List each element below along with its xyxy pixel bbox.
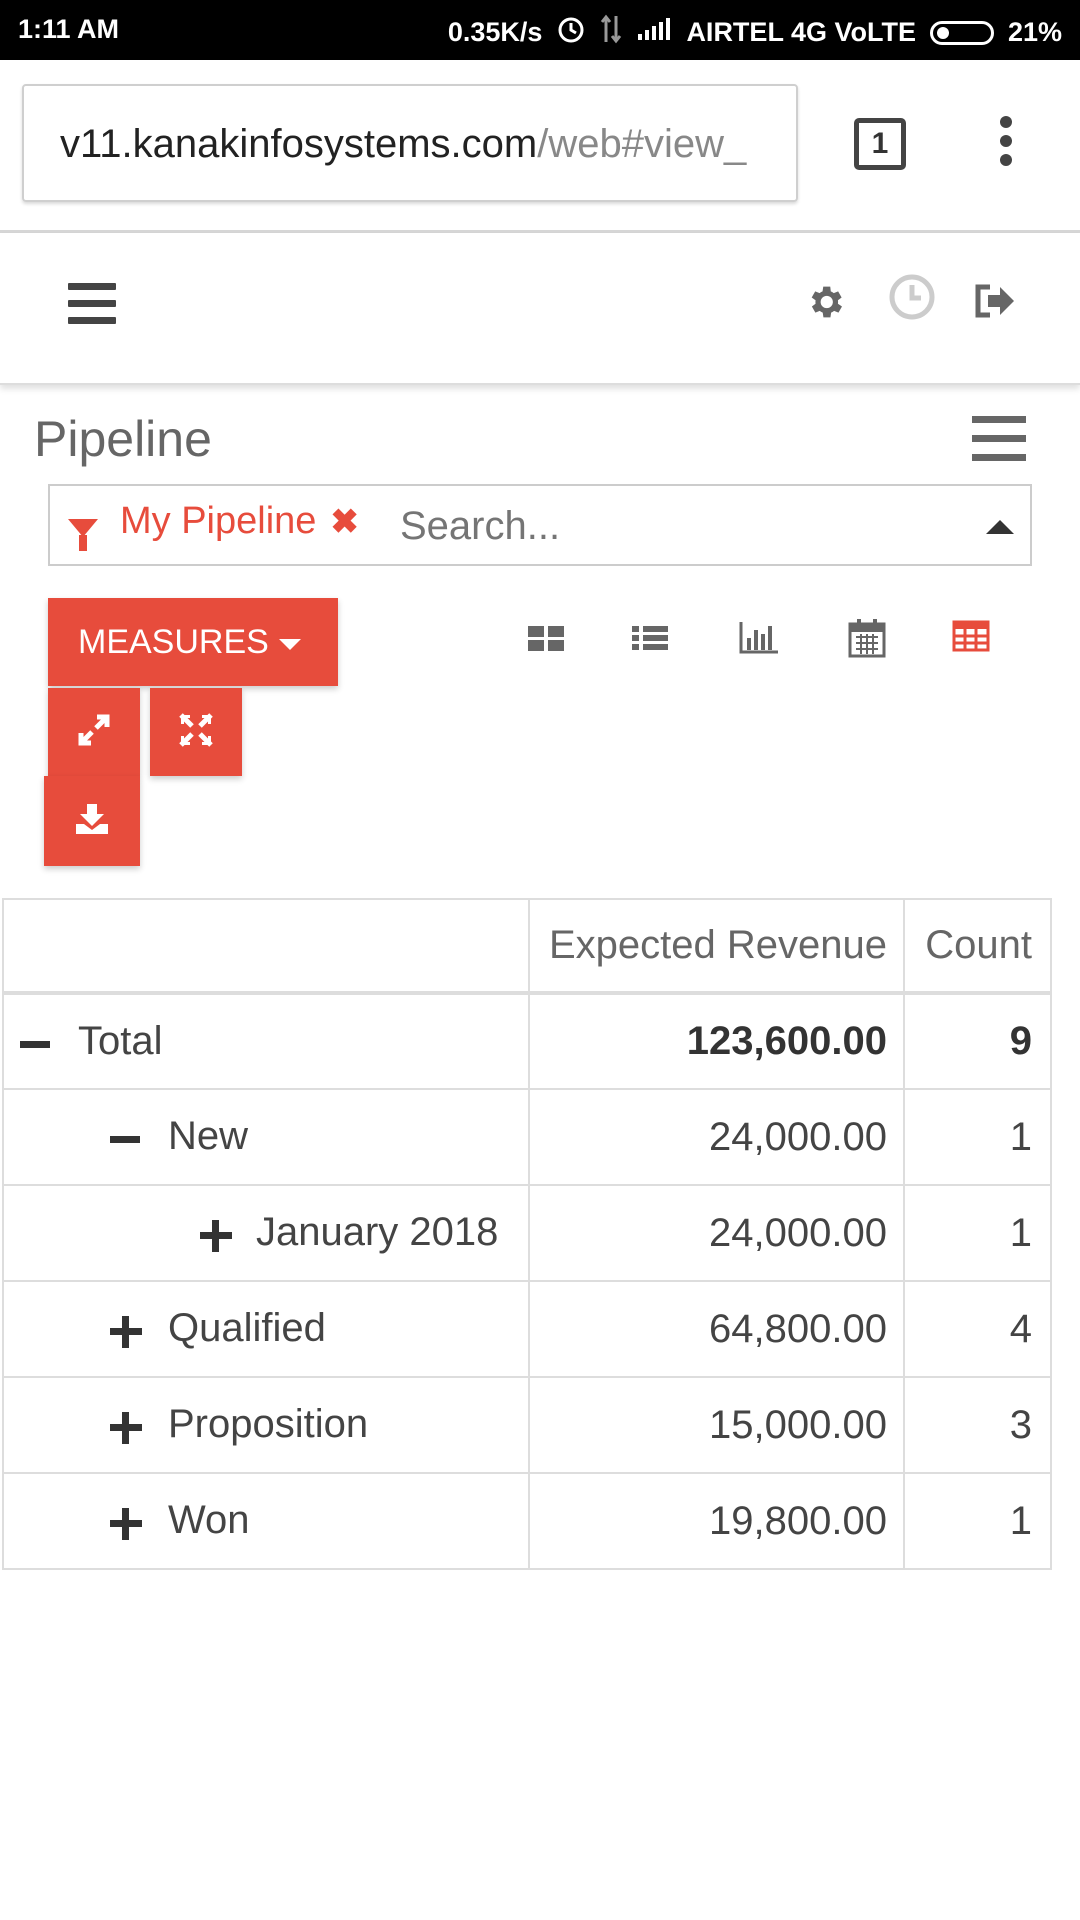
battery-icon	[929, 20, 994, 45]
calendar-view-icon[interactable]	[848, 618, 888, 658]
battery-percent: 21%	[1007, 17, 1062, 47]
cell-revenue: 15,000.00	[528, 1376, 905, 1474]
row-label: January 2018	[256, 1210, 499, 1254]
data-arrows-icon	[600, 14, 622, 51]
row-header-proposition[interactable]: Proposition	[2, 1376, 530, 1474]
logout-icon[interactable]	[972, 281, 1016, 331]
caret-down-icon	[278, 638, 301, 650]
pivot-row-new: New 24,000.00 1	[2, 1088, 1052, 1186]
row-label: Qualified	[168, 1306, 326, 1350]
pivot-row-january-2018: January 2018 24,000.00 1	[2, 1184, 1052, 1282]
expand-plus-icon[interactable]	[110, 1316, 142, 1348]
collapse-minus-icon[interactable]	[110, 1136, 140, 1143]
cell-count: 1	[903, 1088, 1052, 1186]
settings-gear-icon[interactable]	[804, 281, 846, 333]
carrier-label: AIRTEL 4G VoLTE	[686, 17, 916, 47]
search-bar[interactable]: My Pipeline ✖	[48, 484, 1032, 566]
browser-menu-icon[interactable]	[996, 116, 1016, 172]
page-title: Pipeline	[34, 411, 212, 467]
cell-revenue: 24,000.00	[528, 1088, 905, 1186]
graph-view-icon[interactable]	[738, 618, 778, 658]
row-header-january-2018[interactable]: January 2018	[2, 1184, 530, 1282]
pivot-row-won: Won 19,800.00 1	[2, 1472, 1052, 1570]
pivot-row-qualified: Qualified 64,800.00 4	[2, 1280, 1052, 1378]
url-host: v11.kanakinfosystems.com	[60, 122, 538, 166]
status-bar: 1:11 AM 0.35K/s AIRTEL 4G VoLTE 21%	[0, 0, 1080, 60]
cell-count: 4	[903, 1280, 1052, 1378]
app-navbar	[0, 233, 1080, 385]
expand-plus-icon[interactable]	[200, 1220, 232, 1252]
signal-icon	[636, 16, 672, 49]
row-header-won[interactable]: Won	[2, 1472, 530, 1570]
filter-funnel-icon	[68, 518, 98, 551]
collapse-minus-icon[interactable]	[20, 1041, 50, 1048]
filter-facet-label: My Pipeline	[120, 500, 317, 542]
pivot-view-icon[interactable]	[952, 618, 992, 658]
alarm-icon	[556, 14, 586, 51]
row-header-new[interactable]: New	[2, 1088, 530, 1186]
measures-button[interactable]: MEASURES	[48, 598, 338, 686]
remove-facet-icon[interactable]: ✖	[330, 502, 359, 541]
pivot-row-total: Total 123,600.00 9	[2, 992, 1052, 1090]
pivot-row-proposition: Proposition 15,000.00 3	[2, 1376, 1052, 1474]
address-bar[interactable]: v11.kanakinfosystems.com/web#view_	[22, 84, 798, 202]
expand-arrows-icon	[77, 713, 111, 752]
cell-revenue: 64,800.00	[528, 1280, 905, 1378]
header-count[interactable]: Count	[903, 898, 1052, 994]
list-view-icon[interactable]	[630, 618, 670, 658]
url-path: /web#view_	[537, 122, 747, 166]
expand-button[interactable]	[48, 688, 140, 776]
download-icon	[74, 802, 110, 841]
row-header-total[interactable]: Total	[2, 992, 530, 1090]
cell-revenue: 123,600.00	[528, 992, 905, 1090]
expand-plus-icon[interactable]	[110, 1412, 142, 1444]
row-header-qualified[interactable]: Qualified	[2, 1280, 530, 1378]
expand-plus-icon[interactable]	[110, 1508, 142, 1540]
flip-axis-button[interactable]	[150, 688, 242, 776]
pivot-header-row: Expected Revenue Count	[2, 898, 1052, 994]
cell-count: 1	[903, 1184, 1052, 1282]
browser-toolbar: v11.kanakinfosystems.com/web#view_ 1	[0, 60, 1080, 233]
pivot-table: Expected Revenue Count Total 123,600.00 …	[2, 898, 1052, 1570]
cell-revenue: 19,800.00	[528, 1472, 905, 1570]
header-expected-revenue[interactable]: Expected Revenue	[528, 898, 905, 994]
row-label: Total	[78, 1019, 163, 1063]
row-label: New	[168, 1114, 249, 1158]
status-time: 1:11 AM	[18, 14, 120, 44]
kanban-view-icon[interactable]	[526, 618, 566, 658]
activity-clock-icon[interactable]	[888, 273, 936, 331]
control-panel-menu-icon[interactable]	[972, 416, 1026, 473]
cell-count: 3	[903, 1376, 1052, 1474]
cell-count: 9	[903, 992, 1052, 1090]
filter-facet[interactable]: My Pipeline ✖	[68, 500, 359, 551]
pivot-corner-cell	[2, 898, 530, 994]
cell-revenue: 24,000.00	[528, 1184, 905, 1282]
measures-label: MEASURES	[78, 623, 269, 661]
toggle-search-options-icon[interactable]	[986, 520, 1014, 534]
main-menu-icon[interactable]	[68, 283, 116, 334]
download-button[interactable]	[44, 776, 140, 866]
tab-switcher-button[interactable]: 1	[854, 118, 906, 170]
fullscreen-arrows-icon	[178, 712, 214, 753]
row-label: Won	[168, 1498, 250, 1542]
search-input[interactable]	[400, 504, 920, 549]
row-label: Proposition	[168, 1402, 369, 1446]
network-speed: 0.35K/s	[447, 17, 543, 47]
cell-count: 1	[903, 1472, 1052, 1570]
